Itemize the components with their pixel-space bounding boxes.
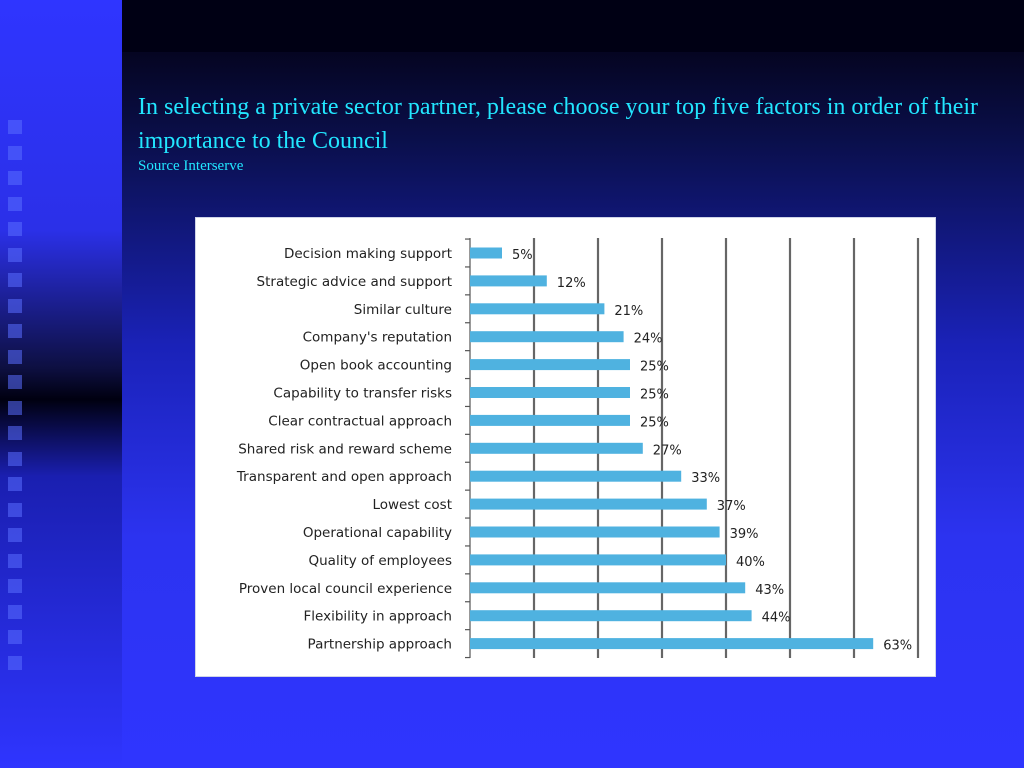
category-label: Operational capability (303, 525, 452, 541)
decorative-square (8, 655, 22, 670)
bar (470, 442, 643, 454)
data-label: 37% (717, 499, 746, 514)
data-label: 39% (730, 527, 759, 542)
decorative-square (8, 222, 22, 236)
decorative-square (8, 171, 22, 185)
decorative-square (8, 375, 22, 389)
category-label: Strategic advice and support (257, 274, 452, 290)
category-label: Shared risk and reward scheme (238, 441, 452, 457)
data-label: 33% (691, 471, 720, 486)
bar (470, 526, 720, 538)
top-band (0, 0, 1024, 52)
decorative-square (8, 553, 22, 568)
data-label: 25% (640, 415, 669, 430)
decorative-square (8, 298, 22, 313)
bar (470, 582, 746, 594)
decorative-square (8, 145, 22, 160)
category-label: Open book accounting (300, 358, 452, 374)
decorative-square (8, 247, 22, 262)
slide-source: Source Interserve (138, 158, 244, 174)
category-label: Quality of employees (308, 553, 452, 569)
category-label: Clear contractual approach (268, 413, 452, 429)
data-label: 25% (640, 388, 669, 403)
bar-chart: Decision making support 5% Strategic advic… (236, 238, 920, 659)
decorative-square (8, 502, 22, 517)
bar (470, 554, 726, 566)
data-label: 24% (634, 332, 663, 347)
data-label: 44% (762, 611, 791, 626)
bar (470, 275, 547, 287)
category-label: Similar culture (354, 302, 452, 318)
decorative-square (8, 630, 22, 644)
decorative-square (8, 349, 22, 364)
category-label: Proven local council experience (239, 581, 452, 597)
data-label: 25% (640, 360, 669, 375)
category-label: Flexibility in approach (304, 609, 453, 625)
data-label: 43% (755, 583, 784, 598)
category-label: Transparent and open approach (236, 469, 452, 485)
decorative-square (8, 579, 22, 593)
data-label: 12% (557, 276, 586, 291)
bar (470, 610, 752, 622)
bar (470, 470, 682, 482)
decorative-square (8, 120, 22, 134)
data-label: 21% (614, 304, 643, 319)
decorative-square (8, 324, 22, 338)
decorative-square (8, 477, 22, 491)
left-decorative-strip (0, 0, 122, 768)
slide-title: In selecting a private sector partner, p… (138, 94, 979, 154)
decorative-square (8, 604, 22, 619)
data-label: 5% (512, 248, 533, 263)
decorative-square (8, 426, 22, 440)
bar (470, 331, 624, 343)
bar (470, 303, 605, 315)
data-label: 63% (883, 639, 912, 654)
data-label: 27% (653, 443, 682, 458)
bar (470, 359, 630, 371)
category-label: Capability to transfer risks (273, 386, 452, 402)
category-label: Decision making support (284, 246, 452, 262)
category-label: Partnership approach (308, 637, 452, 653)
chart-frame: Decision making support 5% Strategic advic… (195, 217, 936, 677)
decorative-square (8, 273, 22, 287)
decorative-square (8, 400, 22, 415)
decorative-squares (8, 120, 28, 681)
bar (470, 414, 630, 426)
category-label: Company's reputation (303, 330, 452, 346)
decorative-square (8, 451, 22, 466)
category-label: Lowest cost (372, 497, 452, 513)
bar (470, 498, 707, 510)
decorative-square (8, 528, 22, 542)
decorative-square (8, 196, 22, 211)
bar (470, 387, 630, 398)
data-label: 40% (736, 555, 765, 570)
bar (470, 638, 874, 650)
bar (470, 247, 502, 259)
